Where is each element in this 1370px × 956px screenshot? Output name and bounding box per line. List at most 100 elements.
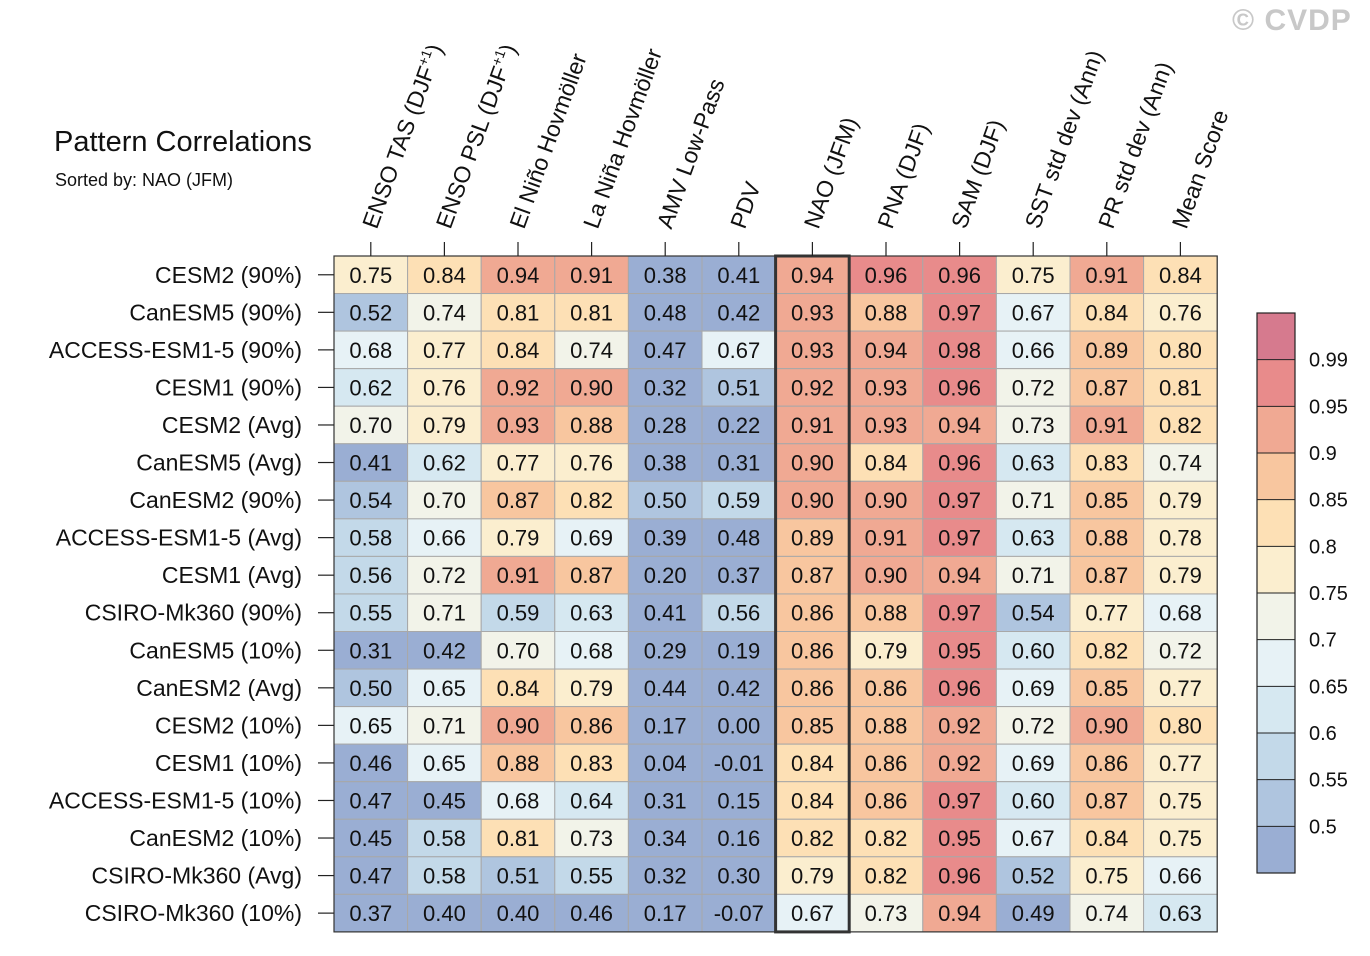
cell-value-label: 0.04 [644,751,687,776]
heatmap-cell [701,518,777,557]
cell-value-label: 0.85 [1085,488,1128,513]
heatmap-cell [922,255,997,295]
column-label: La Niña Hovmöller [578,45,667,232]
cell-value-label: 0.58 [349,526,392,551]
colorbar-swatch [1257,359,1295,407]
heatmap-cell [995,368,1071,407]
cell-value-label: 0.62 [349,375,392,400]
row-label: CESM1 (10%) [155,750,302,776]
heatmap-cell [480,668,556,708]
cell-value-label: 0.49 [1012,901,1055,926]
heatmap-cell [775,293,850,332]
cell-value-label: 0.28 [644,413,687,438]
cell-value-label: 0.79 [1159,563,1202,588]
cell-value-label: 0.73 [570,826,613,851]
cell-value-label: 0.85 [791,713,834,738]
cell-value-label: 0.94 [865,338,908,363]
cell-value-label: 0.92 [791,375,834,400]
heatmap-cell [554,518,629,557]
heatmap-cell [407,405,482,445]
cell-value-label: 0.92 [938,751,981,776]
row-label: CESM1 (Avg) [162,562,302,588]
cell-value-label: 0.82 [865,826,908,851]
cell-value-label: 0.65 [423,676,466,701]
cell-value-label: 0.68 [1159,601,1202,626]
cell-value-label: 0.66 [423,526,466,551]
heatmap-cell [333,706,409,745]
heatmap-cell [1069,405,1145,445]
colorbar-tick-label: 0.5 [1309,816,1337,838]
cell-value-label: 0.91 [497,563,540,588]
heatmap-cell [775,631,850,670]
cell-value-label: 0.40 [423,901,466,926]
heatmap-cell [922,330,997,370]
heatmap-cell [480,856,556,895]
row-label: ACCESS-ESM1-5 (10%) [49,787,302,813]
column-label: SST std dev (Ann) [1019,47,1108,232]
cell-value-label: 0.39 [644,526,687,551]
heatmap-cell [554,743,629,783]
heatmap-cell [1143,818,1218,858]
cell-value-label: 0.95 [938,826,981,851]
cell-value-label: 0.63 [1159,901,1202,926]
cell-value-label: 0.17 [644,713,687,738]
cell-value-label: 0.84 [423,263,466,288]
cell-value-label: 0.72 [423,563,466,588]
heatmap-cell [1069,518,1145,557]
colorbar-swatch [1257,406,1295,453]
cell-value-label: 0.97 [938,488,981,513]
cell-value-label: 0.59 [497,601,540,626]
cell-value-label: 0.88 [497,751,540,776]
cell-value-label: 0.84 [497,338,540,363]
cell-value-label: 0.90 [791,451,834,476]
heatmap-cell [995,330,1071,370]
colorbar-swatch [1257,733,1295,780]
heatmap-cell [922,555,997,595]
cell-value-label: 0.88 [865,601,908,626]
colorbar-tick-label: 0.55 [1309,770,1348,792]
cell-value-label: 0.52 [1012,864,1055,889]
column-label: ENSO TAS (DJF+1) [356,40,448,232]
heatmap-cell [848,405,924,445]
heatmap-cell [480,443,556,482]
heatmap-cell [333,893,409,933]
row-label: ACCESS-ESM1-5 (90%) [49,337,302,363]
cell-value-label: 0.86 [570,713,613,738]
colorbar-swatch [1257,313,1295,360]
cell-value-label: 0.88 [865,713,908,738]
heatmap-cell [627,443,703,482]
heatmap-cell [1143,518,1218,557]
cell-value-label: 0.86 [1085,751,1128,776]
colorbar-swatch [1257,779,1295,827]
cell-value-label: 0.84 [1085,826,1128,851]
cell-value-label: 0.63 [1012,526,1055,551]
row-label: CSIRO-Mk360 (90%) [85,600,302,626]
cell-value-label: 0.93 [497,413,540,438]
colorbar-tick-label: 0.65 [1309,676,1348,698]
cell-value-label: 0.79 [570,676,613,701]
heatmap-cell [922,405,997,445]
cell-value-label: 0.52 [349,300,392,325]
cell-value-label: 0.40 [497,901,540,926]
cell-value-label: 0.54 [349,488,392,513]
heatmap-cell [995,405,1071,445]
cell-value-label: 0.42 [717,676,760,701]
heatmap-cell [627,480,703,520]
cell-value-label: 0.91 [1085,263,1128,288]
cell-value-label: 0.82 [570,488,613,513]
heatmap-cell [1069,555,1145,595]
cell-value-label: 0.98 [938,338,981,363]
heatmap-cell [1069,330,1145,370]
cell-value-label: 0.76 [570,451,613,476]
cell-value-label: 0.93 [865,413,908,438]
cell-value-label: 0.69 [1012,751,1055,776]
heatmap-cell [480,706,556,745]
cell-value-label: 0.77 [497,451,540,476]
cell-value-label: 0.63 [1012,451,1055,476]
cell-value-label: 0.97 [938,526,981,551]
heatmap-cell [480,555,556,595]
cell-value-label: 0.97 [938,300,981,325]
heatmap-cell [627,368,703,407]
cell-value-label: 0.86 [865,676,908,701]
